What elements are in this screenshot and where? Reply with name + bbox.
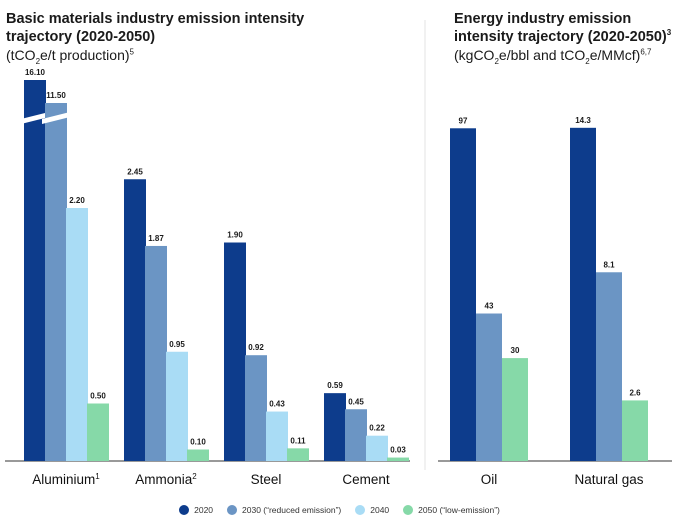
bar-value-label: 2.45 <box>127 167 143 176</box>
legend-item-2050-low-emission: 2050 (“low-emission”) <box>403 505 500 515</box>
category-label-cement: Cement <box>342 472 390 487</box>
category-label-oil: Oil <box>481 472 498 487</box>
bar-ammonia-2030-reduced-emission <box>145 245 167 461</box>
bar-value-label: 0.03 <box>390 446 406 455</box>
legend-label: 2030 (“reduced emission”) <box>242 505 342 515</box>
bar-steel-2030-reduced-emission <box>245 355 267 461</box>
bar-ammonia-2020 <box>124 179 146 461</box>
bar-natural-gas-2050-low-emission <box>622 400 648 461</box>
legend-swatch <box>227 505 238 515</box>
bar-value-label: 11.50 <box>46 91 66 100</box>
bar-aluminium-2030-reduced-emission <box>45 103 67 461</box>
left-chart-title-block: Basic materials industry emission intens… <box>6 10 306 66</box>
legend-swatch <box>179 505 190 515</box>
right-chart-title: Energy industry emission intensity traje… <box>454 11 672 45</box>
axis-break-marker <box>42 112 70 124</box>
bar-cement-2030-reduced-emission <box>345 409 367 461</box>
bar-ammonia-2040 <box>166 351 188 461</box>
bar-value-label: 43 <box>485 302 494 311</box>
bar-value-label: 0.22 <box>369 424 385 433</box>
bar-value-label: 0.43 <box>269 400 285 409</box>
bar-value-label: 30 <box>511 346 520 355</box>
bar-value-label: 0.59 <box>327 381 343 390</box>
category-label-natural-gas: Natural gas <box>574 472 643 487</box>
legend-swatch <box>403 505 414 515</box>
bar-ammonia-2050-low-emission <box>187 449 209 461</box>
bar-value-label: 1.87 <box>148 234 164 243</box>
bar-steel-2050-low-emission <box>287 448 309 461</box>
legend-label: 2050 (“low-emission”) <box>418 505 500 515</box>
axis-break-marker <box>21 112 49 124</box>
bar-value-label: 16.10 <box>25 68 46 77</box>
legend-label: 2020 <box>194 505 214 515</box>
bar-cement-2050-low-emission <box>387 457 409 461</box>
bar-value-label: 0.95 <box>169 340 185 349</box>
bar-natural-gas-2020 <box>570 127 596 461</box>
bar-steel-2020 <box>224 242 246 461</box>
bar-value-label: 2.6 <box>629 388 641 397</box>
bar-oil-2030-reduced-emission <box>476 313 502 461</box>
legend-label: 2040 <box>370 505 390 515</box>
category-label-aluminium: Aluminium1 <box>32 472 100 487</box>
bar-aluminium-2020 <box>24 80 46 461</box>
bar-natural-gas-2030-reduced-emission <box>596 272 622 461</box>
legend-item-2040: 2040 <box>355 505 389 515</box>
bar-value-label: 0.45 <box>348 397 364 406</box>
category-label-ammonia: Ammonia2 <box>135 472 197 487</box>
bar-steel-2040 <box>266 411 288 461</box>
bar-value-label: 97 <box>459 116 468 125</box>
right-chart-unit: (kgCO2e/bbl and tCO2e/MMcf)6,7 <box>454 47 652 66</box>
chart-legend: 2020 2030 (“reduced emission”) 2040 2050 (“… <box>0 502 679 518</box>
bar-value-label: 1.90 <box>227 231 243 240</box>
bar-aluminium-2050-low-emission <box>87 403 109 461</box>
legend-item-2030-reduced-emission: 2030 (“reduced emission”) <box>227 505 341 515</box>
category-label-steel: Steel <box>251 472 282 487</box>
legend-item-2020: 2020 <box>179 505 213 515</box>
bar-value-label: 0.92 <box>248 343 264 352</box>
right-chart-title-block: Energy industry emission intensity traje… <box>454 10 679 66</box>
bar-oil-2020 <box>450 128 476 462</box>
left-chart-title: Basic materials industry emission intens… <box>6 11 305 45</box>
bar-aluminium-2040 <box>66 208 88 461</box>
bar-value-label: 0.11 <box>290 436 306 445</box>
legend-swatch <box>355 505 366 515</box>
bar-cement-2020 <box>324 393 346 461</box>
bar-value-label: 2.20 <box>69 196 85 205</box>
bar-value-label: 14.3 <box>575 116 591 125</box>
bar-value-label: 0.10 <box>190 438 206 447</box>
bar-value-label: 0.50 <box>90 392 106 401</box>
bar-oil-2050-low-emission <box>502 358 528 461</box>
bar-value-label: 8.1 <box>603 260 615 269</box>
bar-cement-2040 <box>366 435 388 461</box>
left-chart-unit: (tCO2e/t production)5 <box>6 47 134 66</box>
